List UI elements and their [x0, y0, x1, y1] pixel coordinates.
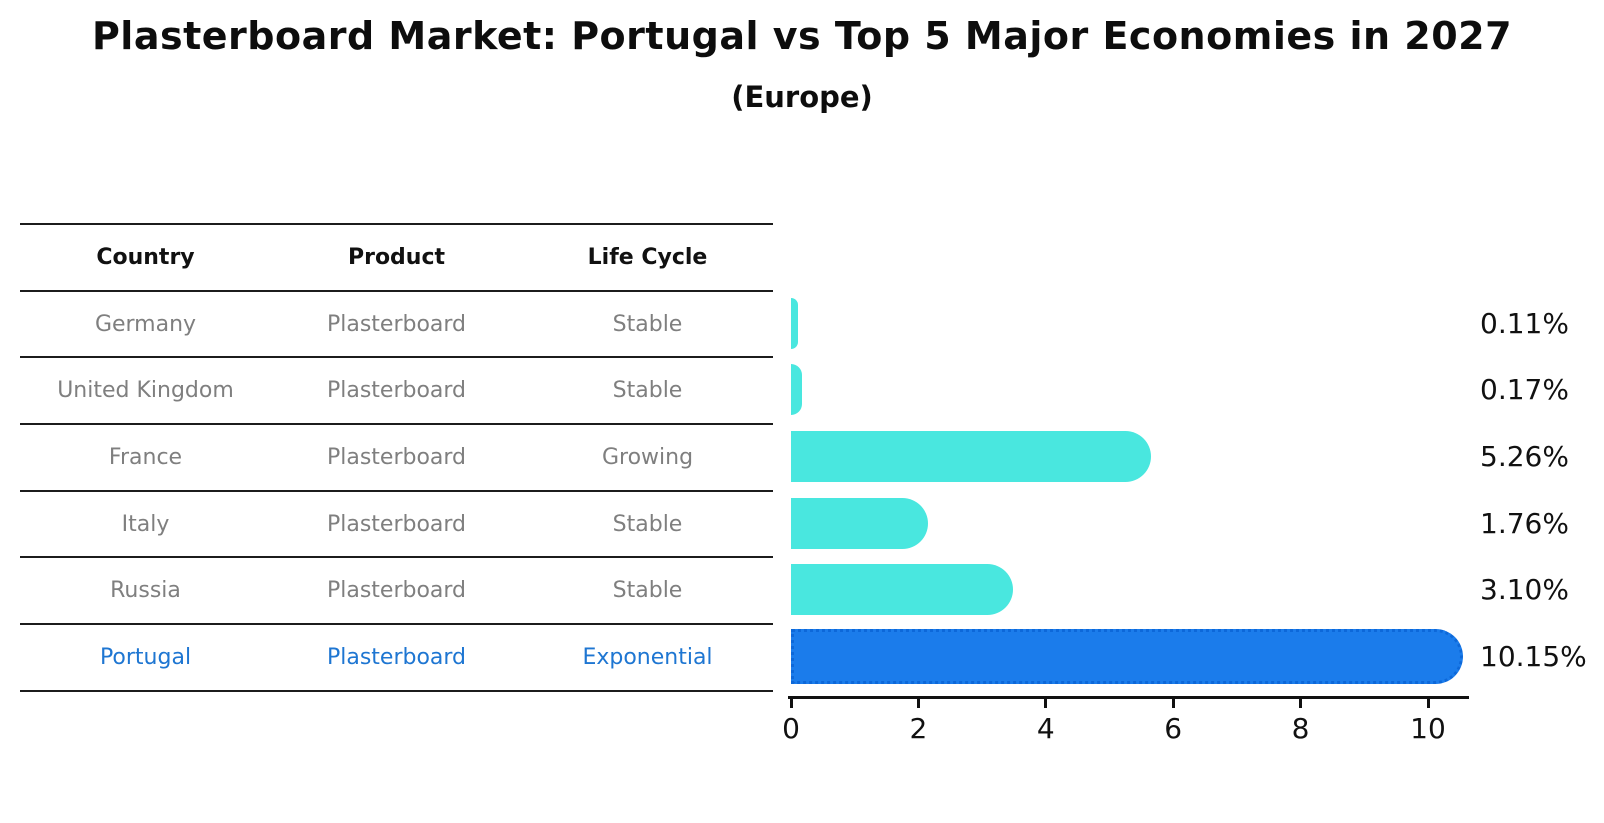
chart-title: Plasterboard Market: Portugal vs Top 5 M… [91, 14, 1513, 58]
tick-label: 8 [1291, 712, 1310, 745]
bar-value-label: 0.17% [1480, 373, 1569, 407]
tick-label: 0 [782, 712, 800, 745]
table-row-germany: Germany Plasterboard Stable [20, 289, 773, 357]
bar-value-label: 5.26% [1480, 440, 1569, 474]
table-row-portugal: Portugal Plasterboard Exponential [20, 623, 773, 690]
country-cell: France [108, 444, 183, 470]
column-header-lifecycle: Life Cycle [587, 244, 708, 270]
table-row-united-kingdom: United Kingdom Plasterboard Stable [20, 356, 773, 423]
table-row-france: France Plasterboard Growing [20, 423, 773, 490]
lifecycle-cell: Stable [612, 378, 683, 404]
product-cell: Plasterboard [326, 311, 467, 337]
bar-portugal-highlighted [791, 629, 1463, 685]
tick-label: 6 [1164, 712, 1183, 745]
bar-united-kingdom [791, 364, 802, 416]
tick-mark [1044, 699, 1048, 708]
country-cell: United Kingdom [57, 378, 234, 404]
bar-france [791, 431, 1152, 483]
x-axis-line [788, 696, 1469, 699]
country-cell: Russia [110, 578, 181, 604]
lifecycle-cell: Stable [612, 311, 683, 337]
bar-chart [791, 290, 1491, 690]
column-header-country: Country [96, 244, 195, 270]
product-cell: Plasterboard [326, 578, 467, 604]
bar-value-label: 3.10% [1480, 573, 1569, 607]
chart-subtitle: (Europe) [731, 80, 873, 114]
country-table: Country Product Life Cycle Germany Plast… [20, 223, 773, 692]
column-header-product: Product [347, 244, 446, 270]
value-label-column: 0.11% 0.17% 5.26% 1.76% 3.10% 10.15% [1480, 290, 1602, 690]
product-cell: Plasterboard [326, 511, 467, 537]
table-row-italy: Italy Plasterboard Stable [20, 489, 773, 557]
bar-russia [791, 564, 1014, 616]
tick-mark [1171, 699, 1175, 708]
lifecycle-cell: Growing [601, 444, 694, 470]
bar-value-label: 10.15% [1480, 640, 1587, 674]
bar-value-label: 0.11% [1480, 306, 1569, 340]
bar-italy [791, 497, 929, 549]
product-cell: Plasterboard [326, 444, 467, 470]
tick-mark [789, 699, 793, 708]
tick-mark [916, 699, 920, 708]
tick-label: 2 [909, 712, 928, 745]
product-cell: Plasterboard [326, 644, 467, 670]
country-cell: Italy [121, 511, 170, 537]
table-row-russia: Russia Plasterboard Stable [20, 556, 773, 623]
tick-label: 10 [1410, 712, 1446, 745]
country-cell: Portugal [99, 644, 192, 670]
lifecycle-cell: Stable [612, 511, 683, 537]
bar-value-label: 1.76% [1480, 506, 1569, 540]
tick-mark [1426, 699, 1430, 708]
product-cell: Plasterboard [326, 378, 467, 404]
bar-germany [791, 297, 798, 349]
tick-mark [1299, 699, 1303, 708]
lifecycle-cell: Stable [612, 578, 683, 604]
lifecycle-cell: Exponential [582, 644, 713, 670]
tick-label: 4 [1036, 712, 1055, 745]
table-header-row: Country Product Life Cycle [20, 223, 773, 290]
country-cell: Germany [94, 311, 197, 337]
